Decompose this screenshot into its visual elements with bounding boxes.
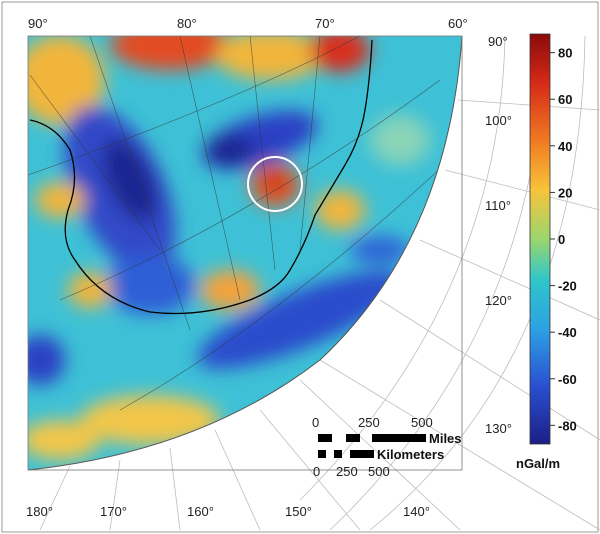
- lon-label-top-0: 90°: [28, 16, 48, 31]
- colorbar-tick-label: -40: [558, 325, 577, 340]
- colorbar: 80 60 40 20 0 -20 -40 -60 -80 nGal/m: [516, 33, 577, 471]
- lon-label-top-2: 70°: [315, 16, 335, 31]
- colorbar-unit: nGal/m: [516, 456, 560, 471]
- colorbar-tick-label: 60: [558, 92, 572, 107]
- lat-label-0: 90°: [488, 34, 508, 49]
- colorbar-tick-label: -20: [558, 279, 577, 294]
- lon-label-top-1: 80°: [177, 16, 197, 31]
- lat-label-4: 130°: [485, 421, 512, 436]
- scale-bar: 0 250 500 Miles Kilometers 0 250 500: [312, 415, 462, 479]
- lat-label-1: 100°: [485, 113, 512, 128]
- lon-label-bottom-1: 170°: [100, 504, 127, 519]
- lon-label-bottom-3: 150°: [285, 504, 312, 519]
- lon-label-bottom-0: 180°: [26, 504, 53, 519]
- highlight-circle: [247, 156, 303, 212]
- map-frame: [27, 35, 463, 471]
- km-tick-0: 0: [313, 464, 320, 479]
- lon-label-top-3: 60°: [448, 16, 468, 31]
- colorbar-ticks: 80 60 40 20 0 -20 -40 -60 -80: [550, 46, 577, 433]
- lat-label-3: 120°: [485, 293, 512, 308]
- colorbar-tick-label: 40: [558, 139, 572, 154]
- colorbar-tick-label: 20: [558, 185, 572, 200]
- km-label: Kilometers: [377, 447, 444, 462]
- colorbar-tick-label: -80: [558, 418, 577, 433]
- lat-label-2: 110°: [485, 198, 511, 213]
- km-tick-1: 250: [336, 464, 358, 479]
- lon-label-bottom-4: 140°: [403, 504, 430, 519]
- colorbar-tick-label: -60: [558, 372, 577, 387]
- miles-label: Miles: [429, 431, 462, 446]
- km-tick-2: 500: [368, 464, 390, 479]
- miles-tick-0: 0: [312, 415, 319, 430]
- lon-label-bottom-2: 160°: [187, 504, 214, 519]
- miles-tick-1: 250: [358, 415, 380, 430]
- globe-edge: [27, 35, 463, 471]
- colorbar-tick-label: 80: [558, 46, 572, 61]
- colorbar-tick-label: 0: [558, 232, 565, 247]
- colorbar-gradient: [529, 33, 551, 445]
- miles-tick-2: 500: [411, 415, 433, 430]
- coastline: [29, 39, 373, 315]
